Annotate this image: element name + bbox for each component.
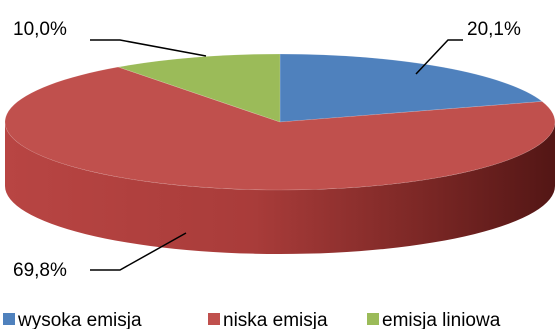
pie-tops <box>4 53 555 191</box>
leader-line-emisja-liniowa <box>90 39 207 57</box>
legend-swatch-niska-emisja <box>208 313 220 325</box>
legend-label-wysoka-emisja: wysoka emisja <box>17 310 142 329</box>
leader-line-niska-emisja <box>90 232 187 271</box>
pie-slice-niska-emisja <box>4 66 555 191</box>
pie-side-niska-emisja <box>5 122 555 254</box>
pie-sides <box>5 122 555 254</box>
legend-label-niska-emisja: niska emisja <box>223 310 328 329</box>
leader-line-wysoka-emisja <box>415 39 463 75</box>
pie-slice-wysoka-emisja <box>279 53 543 123</box>
pie-slice-emisja-liniowa <box>117 53 281 123</box>
slice-label-niska-emisja: 69,8% <box>13 260 67 281</box>
legend: wysoka emisja niska emisja emisja liniow… <box>3 310 501 329</box>
slice-label-wysoka-emisja: 20,1% <box>467 19 521 40</box>
legend-swatch-wysoka-emisja <box>3 313 15 325</box>
legend-label-emisja-liniowa: emisja liniowa <box>382 310 501 329</box>
legend-swatch-emisja-liniowa <box>367 313 379 325</box>
slice-label-emisja-liniowa: 10,0% <box>13 19 67 40</box>
pie-labels: 10,0% 20,1% 69,8% <box>13 19 521 281</box>
